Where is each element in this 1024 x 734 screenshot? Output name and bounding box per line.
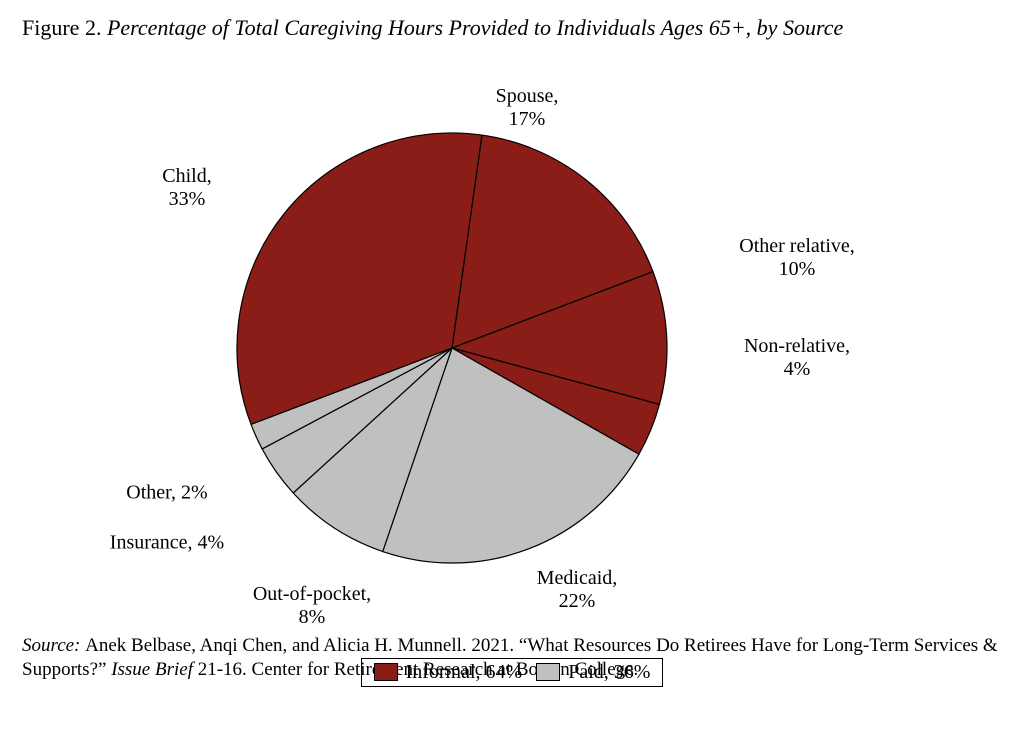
pie-chart: Spouse, 17% Other relative, 10% Non-relati… [22, 48, 1002, 628]
slice-label: Non-relative, 4% [744, 335, 850, 381]
slice-label: Spouse, 17% [496, 85, 559, 131]
slice-label: Insurance, 4% [110, 531, 224, 554]
legend-label: Paid, 36% [568, 661, 650, 684]
figure-title-text: Percentage of Total Caregiving Hours Pro… [107, 15, 843, 40]
legend-swatch [536, 663, 560, 681]
legend-box: Informal, 64% Paid, 36% [361, 658, 664, 687]
slice-label: Medicaid, 22% [537, 567, 618, 613]
legend-swatch [374, 663, 398, 681]
legend-label: Informal, 64% [406, 661, 523, 684]
source-label: Source: [22, 635, 85, 656]
slice-label: Other, 2% [126, 481, 207, 504]
legend-item: Informal, 64% [374, 661, 523, 684]
slice-label: Child, 33% [162, 165, 211, 211]
slice-label: Out-of-pocket, 8% [253, 583, 371, 629]
figure-title-prefix: Figure 2. [22, 15, 107, 40]
legend: Informal, 64% Paid, 36% [22, 658, 1002, 687]
figure-container: Figure 2. Percentage of Total Caregiving… [0, 0, 1024, 734]
figure-title: Figure 2. Percentage of Total Caregiving… [22, 14, 1002, 42]
slice-label: Other relative, 10% [739, 235, 855, 281]
legend-item: Paid, 36% [536, 661, 650, 684]
